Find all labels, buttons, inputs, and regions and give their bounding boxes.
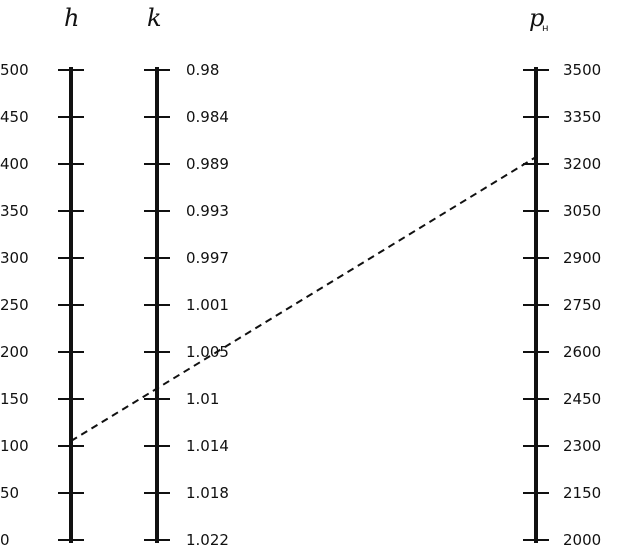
axis-p-tick-label: 3350 (563, 108, 601, 126)
axis-title-p-main: p (529, 4, 544, 32)
axis-k-tick-label: 0.989 (186, 155, 229, 173)
axis-k-tick-label: 0.98 (186, 61, 219, 79)
axis-h-tick-label: 250 (0, 296, 29, 314)
axis-k-tick-label: 0.997 (186, 249, 229, 267)
axis-p-tick-label: 2900 (563, 249, 601, 267)
axis-p-tick-label: 2750 (563, 296, 601, 314)
axis-k-tick-label: 0.984 (186, 108, 229, 126)
axis-h-tick-label: 100 (0, 437, 29, 455)
axis-h-tick-label: 0 (0, 531, 10, 549)
axis-h-tick-label: 50 (0, 484, 19, 502)
axis-h-tick-label: 450 (0, 108, 29, 126)
axis-k-tick-label: 1.014 (186, 437, 229, 455)
axis-h-tick-label: 350 (0, 202, 29, 220)
axis-k-tick-label: 1.018 (186, 484, 229, 502)
axis-p-tick-label: 3200 (563, 155, 601, 173)
axis-p-tick-label: 2000 (563, 531, 601, 549)
axis-p-ticks: 3500 3350 3200 3050 2900 2750 2600 2450 2300 2150… (523, 61, 601, 549)
axis-p-tick-label: 3500 (563, 61, 601, 79)
axis-title-h: h (64, 4, 79, 32)
axis-h-tick-label: 500 (0, 61, 29, 79)
axis-h-tick-label: 300 (0, 249, 29, 267)
isopleth-dashed-line (70, 156, 537, 442)
axis-title-p-subscript: н (542, 23, 549, 34)
axis-h-tick-label: 400 (0, 155, 29, 173)
axis-p-tick-label: 2600 (563, 343, 601, 361)
axis-title-k: k (147, 4, 162, 32)
axis-k-tick-label: 1.01 (186, 390, 219, 408)
axis-p-tick-label: 2450 (563, 390, 601, 408)
axis-p-tick-label: 2300 (563, 437, 601, 455)
axis-k-ticks: 0.98 0.984 0.989 0.993 0.997 1.001 1.005 1.01 1.… (144, 61, 229, 549)
axis-p-tick-label: 3050 (563, 202, 601, 220)
axis-h-tick-label: 200 (0, 343, 29, 361)
axis-h-tick-label: 150 (0, 390, 29, 408)
axis-k-tick-label: 0.993 (186, 202, 229, 220)
axis-k-tick-label: 1.022 (186, 531, 229, 549)
axis-p-tick-label: 2150 (563, 484, 601, 502)
axis-k-tick-label: 1.001 (186, 296, 229, 314)
axis-title-p: p н (529, 4, 549, 34)
axis-k-tick-label: 1.005 (186, 343, 229, 361)
